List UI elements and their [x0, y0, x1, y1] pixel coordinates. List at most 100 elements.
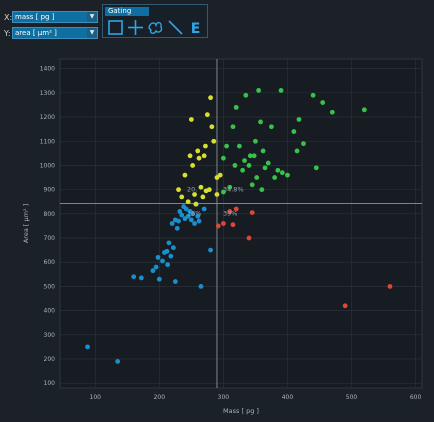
- data-point: [192, 192, 197, 197]
- data-point: [211, 138, 217, 144]
- quadrant-percentage-label: 39%: [223, 209, 237, 217]
- data-point: [259, 187, 265, 193]
- y-axis-select[interactable]: area [ µm² ] ▼: [12, 27, 98, 39]
- y-tick-label: 1100: [40, 138, 55, 145]
- x-tick-label: 300: [218, 394, 230, 401]
- data-point: [230, 222, 236, 228]
- y-tick-label: 200: [44, 356, 56, 363]
- y-tick-label: 400: [44, 308, 56, 315]
- data-point: [198, 283, 204, 289]
- data-point: [224, 143, 229, 149]
- y-tick-label: 600: [44, 259, 56, 266]
- data-point: [272, 175, 278, 180]
- data-point: [179, 212, 185, 218]
- x-axis-select[interactable]: mass [ pg ] ▼: [12, 11, 98, 23]
- quadrant-percentage-label: 16%: [187, 209, 201, 217]
- data-point: [195, 213, 201, 219]
- data-point: [176, 187, 181, 193]
- data-point: [195, 148, 201, 154]
- data-point: [256, 88, 262, 93]
- data-point: [177, 209, 183, 214]
- line-gate-icon[interactable]: [167, 19, 184, 36]
- freehand-gate-icon[interactable]: [147, 19, 164, 36]
- data-point: [269, 124, 274, 130]
- y-tick-label: 800: [44, 211, 56, 218]
- data-point: [296, 117, 302, 122]
- quadrant-gate-icon[interactable]: [127, 19, 144, 36]
- data-point: [182, 172, 188, 178]
- data-point: [164, 248, 170, 254]
- data-point: [275, 167, 281, 173]
- data-point: [291, 129, 297, 134]
- gating-panel: Gating E: [102, 4, 208, 38]
- x-tick-label: 100: [90, 394, 102, 401]
- quadrant-percentage-label: 34.8%: [223, 185, 244, 193]
- data-point: [176, 218, 181, 224]
- data-point: [192, 221, 197, 226]
- data-point: [249, 182, 255, 188]
- x-axis-row: X:: [4, 10, 12, 24]
- ellipse-gate-icon[interactable]: E: [187, 19, 204, 36]
- scatter-plot[interactable]: 100 200 300 400 500 600 100 200 300 400 500 600 700 8…: [22, 42, 426, 418]
- x-axis-title: Mass [ pg ]: [223, 407, 259, 415]
- data-point: [260, 148, 266, 154]
- data-point: [155, 254, 161, 260]
- data-point: [285, 172, 290, 178]
- data-point: [249, 210, 255, 216]
- data-point: [253, 138, 258, 144]
- scatter-plot-panel: 100 200 300 400 500 600 100 200 300 400 500 600 700 8…: [22, 42, 426, 418]
- data-point: [190, 163, 196, 168]
- y-tick-label: 700: [44, 235, 56, 242]
- data-point: [188, 117, 194, 122]
- data-point: [240, 167, 246, 173]
- data-point: [201, 153, 207, 159]
- data-point: [196, 155, 202, 161]
- data-point: [179, 194, 185, 200]
- data-point: [329, 109, 335, 115]
- data-point: [254, 175, 260, 180]
- data-point: [220, 221, 226, 226]
- y-axis-title: Area [ µm² ]: [22, 204, 30, 243]
- data-point: [185, 199, 191, 205]
- data-point: [265, 160, 271, 166]
- data-point: [220, 155, 226, 161]
- data-point: [294, 148, 300, 154]
- data-point: [193, 201, 199, 207]
- data-point: [160, 258, 165, 264]
- data-point: [183, 206, 189, 212]
- y-tick-label: 1200: [40, 114, 55, 121]
- data-point: [166, 240, 172, 246]
- data-point: [174, 225, 180, 231]
- data-point: [227, 209, 233, 214]
- x-tick-label: 400: [282, 394, 294, 401]
- data-point: [198, 184, 204, 190]
- data-point: [262, 165, 268, 171]
- data-point: [220, 189, 226, 195]
- data-point: [214, 192, 220, 197]
- data-point: [246, 163, 252, 168]
- y-tick-label: 500: [44, 283, 56, 290]
- plot-area: [59, 58, 423, 389]
- data-point: [187, 153, 193, 159]
- x-tick-label: 200: [154, 394, 166, 401]
- y-tick-label: 1400: [40, 66, 55, 73]
- rectangle-gate-icon[interactable]: [107, 19, 124, 36]
- data-point: [169, 221, 175, 226]
- data-point: [190, 211, 196, 217]
- data-point: [242, 158, 247, 164]
- data-point: [243, 92, 249, 98]
- data-point: [171, 245, 176, 251]
- gating-title: Gating: [105, 7, 149, 16]
- data-point: [168, 253, 174, 259]
- data-point: [208, 247, 213, 253]
- data-point: [150, 268, 156, 274]
- data-point: [251, 153, 257, 159]
- data-point: [233, 206, 239, 212]
- y-tick-label: 100: [44, 380, 56, 387]
- data-point: [215, 223, 221, 229]
- data-point: [153, 264, 159, 270]
- y-tick-label: 1000: [40, 162, 55, 169]
- y-axis-select-value: area [ µm² ]: [15, 29, 57, 37]
- data-point: [387, 283, 393, 289]
- data-point: [232, 163, 238, 168]
